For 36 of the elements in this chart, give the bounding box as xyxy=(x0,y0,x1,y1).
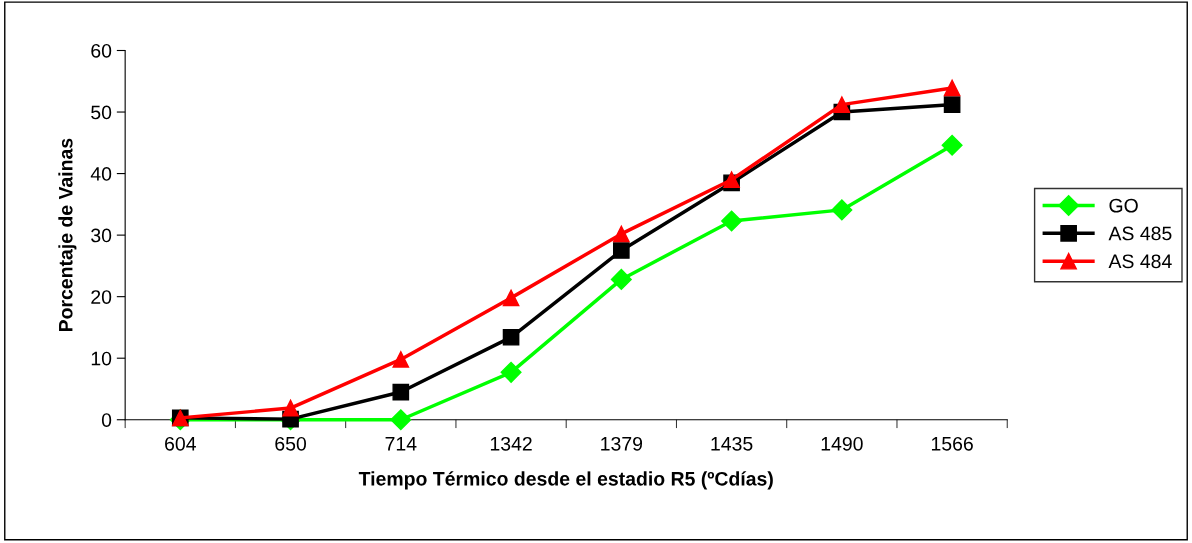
y-tick-label: 20 xyxy=(91,290,112,304)
y-tick-label: 0 xyxy=(101,413,112,427)
point xyxy=(612,225,630,243)
x-tick-label: 1566 xyxy=(931,436,973,451)
point xyxy=(502,289,520,307)
point xyxy=(392,351,410,368)
point xyxy=(721,210,743,232)
x-tick-label: 1435 xyxy=(711,436,753,451)
point xyxy=(610,268,632,290)
x-tick-label: 650 xyxy=(275,436,307,451)
legend-label: AS 484 xyxy=(1108,254,1172,269)
y-tick-label: 30 xyxy=(91,228,112,243)
x-tick-label: 1379 xyxy=(601,436,643,451)
y-tick-label: 10 xyxy=(91,351,112,366)
point xyxy=(941,134,963,156)
y-tick-label: 60 xyxy=(91,43,112,58)
x-tick-label: 1342 xyxy=(490,436,532,451)
point xyxy=(612,242,630,259)
x-tick-label: 714 xyxy=(385,437,417,451)
point xyxy=(833,96,851,113)
point xyxy=(831,199,853,221)
y-tick-label: 40 xyxy=(90,167,112,181)
point xyxy=(282,399,299,417)
x-tick-label: 1490 xyxy=(821,436,863,451)
x-tick-label: 604 xyxy=(165,436,196,451)
point xyxy=(392,383,410,401)
point xyxy=(500,361,522,383)
y-tick-label: 50 xyxy=(91,105,112,120)
y-axis-title: Porcentaje de Vainas xyxy=(58,138,77,332)
point xyxy=(502,328,520,346)
x-axis-title: Tiempo Térmico desde el estadio R5 (ºCdías) xyxy=(358,471,773,490)
point xyxy=(390,409,412,431)
point xyxy=(943,79,961,97)
legend-label: AS 485 xyxy=(1108,226,1172,241)
point xyxy=(943,96,961,113)
legend-label: GO xyxy=(1109,198,1138,213)
